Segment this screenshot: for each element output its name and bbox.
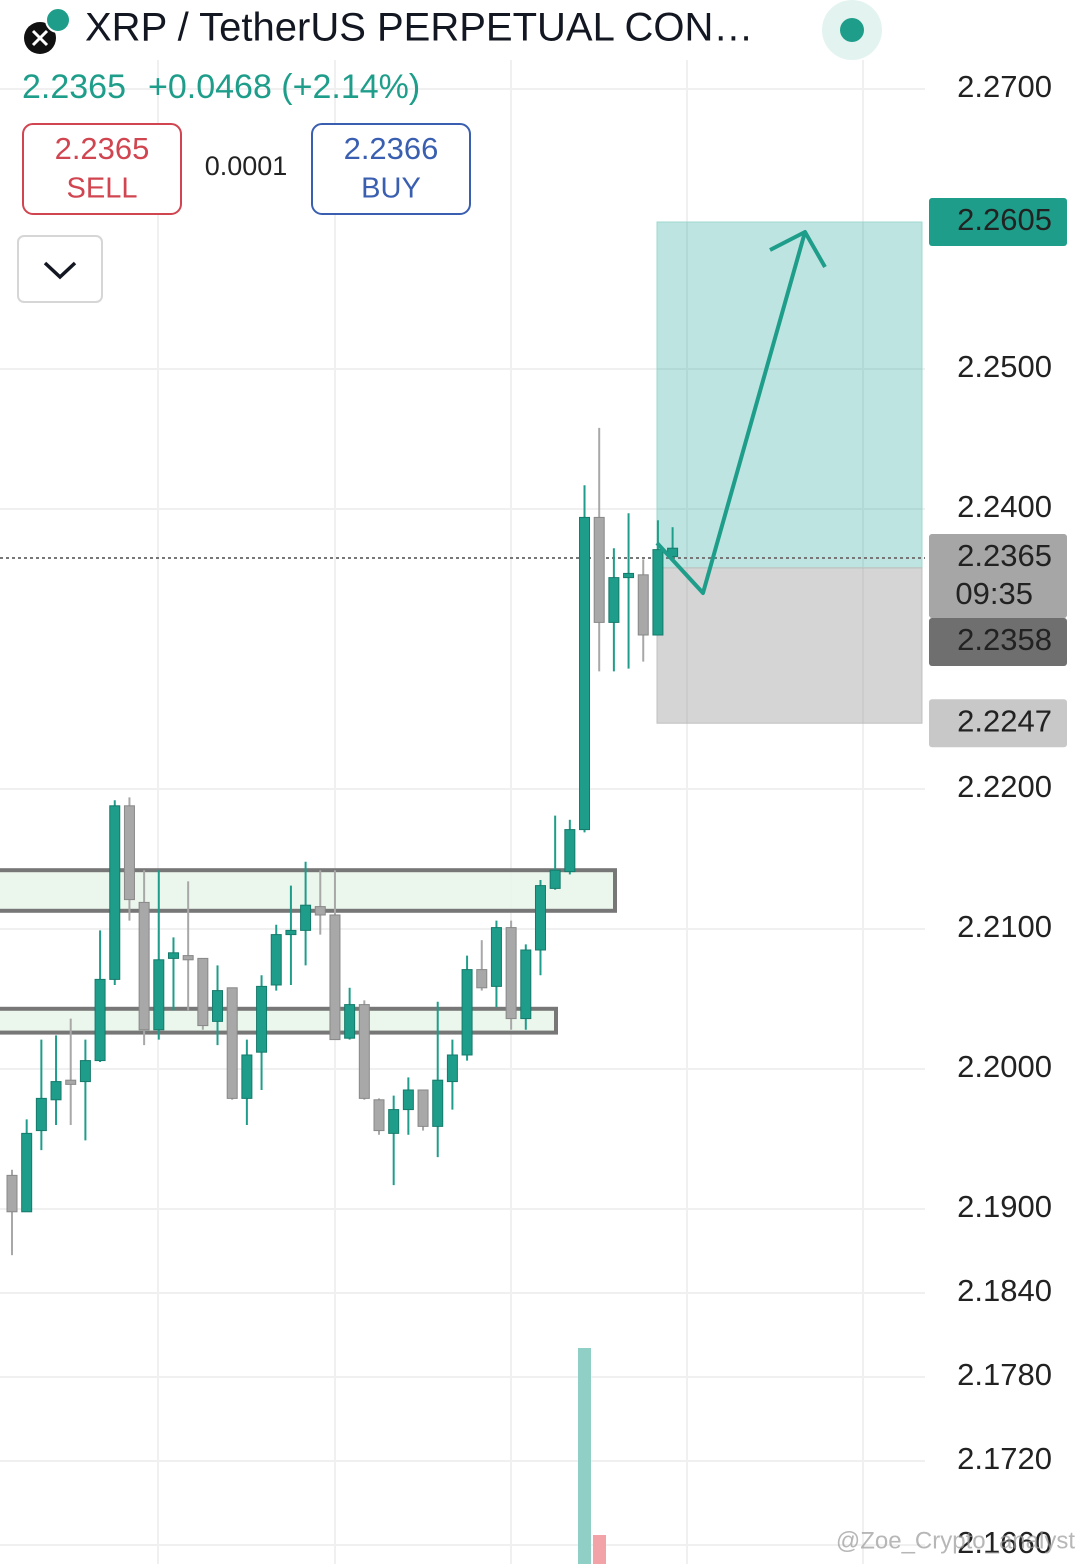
candle-body [6,1174,18,1213]
arrow-head [769,230,827,268]
buy-button[interactable] [311,123,471,215]
candle-body [79,1060,91,1083]
current-price-bg [929,534,1067,619]
market-status [840,18,864,42]
candle-body [432,1079,444,1127]
y-tick-label: 2.2500 [957,349,1052,384]
dropdown-button[interactable] [17,235,103,303]
candle-body [21,1132,33,1213]
candle-body [212,990,224,1022]
target-label: 2.2605 [957,202,1052,237]
candle-body [388,1109,400,1134]
last-price: 2.2365 [22,68,126,106]
candle-body [358,1004,370,1099]
candle-body [270,934,282,986]
candle-body [285,929,297,936]
candle-body [256,985,268,1053]
candle-body [182,955,194,961]
candle-body [402,1089,414,1111]
chevron-icon [43,261,77,280]
countdown-label: 09:35 [955,576,1033,611]
y-tick-label: 2.2400 [957,489,1052,524]
candle-body [593,516,605,623]
candle-body [153,959,165,1031]
y-tick-label: 2.1900 [957,1189,1052,1224]
candle-body [608,577,620,623]
current-price-label: 2.2365 [957,538,1052,573]
candle-body [197,957,209,1027]
candle-body [637,574,649,636]
candle-body [549,869,561,889]
support-zone [0,1006,558,1035]
candle-body [226,987,238,1099]
watermark: @Zoe_Crypto_analyst [836,1527,1075,1554]
candle-body [623,572,635,579]
entry-label: 2.2358 [957,622,1052,657]
y-tick-label: 2.2700 [957,69,1052,104]
candle-body [446,1054,458,1083]
candle-body [520,949,532,1020]
candle-body [344,1004,356,1039]
candle-body [505,927,517,1020]
candle-body [300,904,312,931]
y-tick-label: 2.2000 [957,1049,1052,1084]
candle-body [65,1079,77,1085]
candle-body [94,978,106,1062]
candle-body [476,969,488,989]
spread: 0.0001 [205,151,288,181]
buy-label: BUY [361,173,421,205]
quote-badge [45,7,71,33]
buy-price: 2.2366 [344,131,439,166]
forecast-arrow [655,231,807,595]
y-tick-label: 2.2200 [957,769,1052,804]
candle-body [461,969,473,1056]
candle-body [564,829,576,873]
sell-label: SELL [67,173,138,205]
y-tick-label: 2.1780 [957,1357,1052,1392]
vertical-grid [157,60,864,1564]
candle-body [534,885,546,951]
target-label-bg [929,198,1067,247]
candle-body [417,1089,429,1127]
price-change: +0.0468 (+2.14%) [148,68,420,106]
candle-body [109,805,121,980]
candle-body [241,1054,253,1099]
stop-label: 2.2247 [957,703,1052,738]
sell-button[interactable] [22,123,182,215]
y-tick-label: 2.2100 [957,909,1052,944]
candle-body [579,516,591,831]
target-zone [656,221,923,569]
candle-body [329,914,341,1041]
y-tick-label: 2.1660 [957,1525,1052,1560]
candle-body [123,805,135,901]
candle-body [490,927,502,987]
entry-label-bg [929,618,1067,667]
volume-bar [593,1535,606,1564]
candle-body [167,952,179,959]
candle-body [373,1099,385,1132]
sell-price: 2.2365 [55,131,150,166]
candle-body [314,906,326,916]
symbol-icon-x [31,29,49,47]
candle-body [35,1097,47,1132]
candle-body [50,1081,62,1101]
y-tick-label: 2.1840 [957,1273,1052,1308]
candle-body [652,549,664,636]
symbol-title: XRP / TetherUS PERPETUAL CON… [85,6,753,50]
volume-bar [578,1348,591,1564]
stop-label-bg [929,699,1067,748]
stop-zone [656,567,923,724]
y-tick-label: 2.1720 [957,1441,1052,1476]
candle-body [138,901,150,1031]
